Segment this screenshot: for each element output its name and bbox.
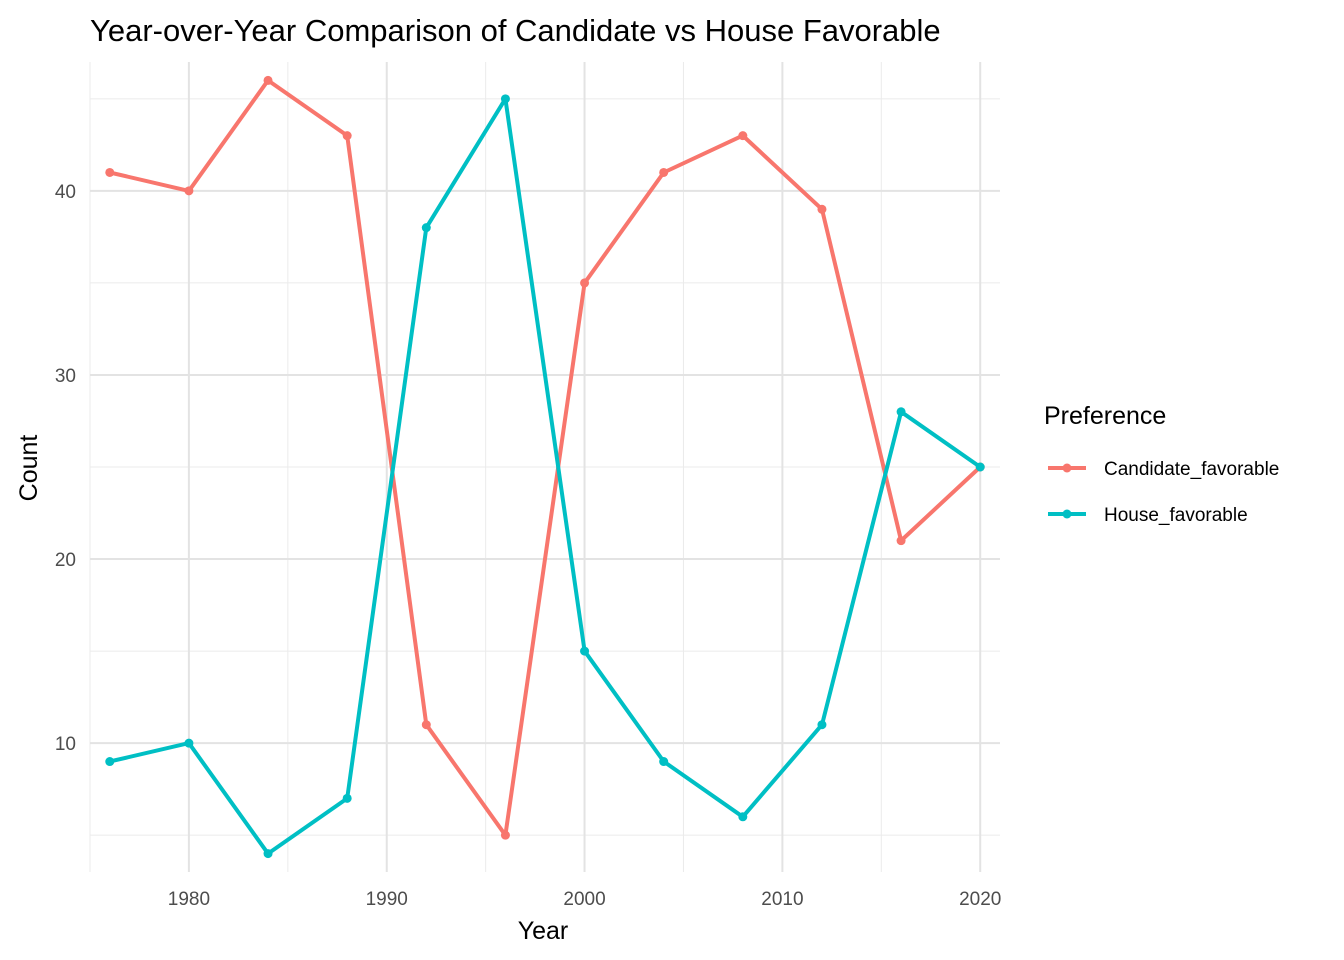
y-tick-label: 20 xyxy=(55,550,76,571)
data-point xyxy=(817,720,827,730)
y-tick-label: 40 xyxy=(55,182,76,203)
legend-title: Preference xyxy=(1044,402,1166,430)
data-point xyxy=(580,646,590,656)
y-axis-ticks: 10 20 30 40 xyxy=(55,182,76,755)
legend-item: Candidate_favorable xyxy=(1048,459,1279,480)
y-axis-title: Count xyxy=(15,435,43,502)
x-axis-title: Year xyxy=(518,917,569,945)
x-axis-ticks: 1980 1990 2000 2010 2020 xyxy=(168,889,1002,910)
chart-title: Year-over-Year Comparison of Candidate v… xyxy=(90,13,941,48)
data-point xyxy=(342,793,352,803)
data-point xyxy=(421,223,431,233)
x-tick-label: 1990 xyxy=(366,889,408,910)
data-point xyxy=(263,849,273,859)
data-point xyxy=(342,131,352,141)
x-tick-label: 2020 xyxy=(959,889,1001,910)
grid-minor xyxy=(89,62,1000,872)
y-tick-label: 10 xyxy=(55,734,76,755)
data-point xyxy=(896,536,906,546)
x-tick-label: 2000 xyxy=(563,889,605,910)
data-point xyxy=(896,407,906,417)
data-point xyxy=(421,720,431,730)
legend-label: House_favorable xyxy=(1104,505,1248,526)
data-point xyxy=(105,167,115,177)
legend-items: Candidate_favorable House_favorable xyxy=(1048,459,1279,526)
legend-label: Candidate_favorable xyxy=(1104,459,1279,480)
data-point xyxy=(184,738,194,748)
data-point xyxy=(738,812,748,822)
data-point xyxy=(105,757,115,767)
series-layer xyxy=(105,75,985,859)
data-point xyxy=(817,204,827,214)
data-point xyxy=(738,131,748,141)
legend-item: House_favorable xyxy=(1048,505,1248,526)
y-tick-label: 30 xyxy=(55,366,76,387)
series-line xyxy=(107,96,983,856)
series-line xyxy=(107,78,983,838)
data-point xyxy=(263,75,273,85)
data-point xyxy=(659,757,669,767)
data-point xyxy=(500,94,510,104)
x-tick-label: 1980 xyxy=(168,889,210,910)
data-point xyxy=(184,186,194,196)
series-House_favorable xyxy=(105,94,985,859)
data-point xyxy=(500,830,510,840)
legend: Preference Candidate_favorable House_favo… xyxy=(1044,402,1279,526)
data-point xyxy=(659,167,669,177)
data-point xyxy=(580,278,590,288)
legend-key-point xyxy=(1062,509,1072,519)
data-point xyxy=(975,462,985,472)
legend-key-point xyxy=(1062,463,1072,473)
x-tick-label: 2010 xyxy=(761,889,803,910)
